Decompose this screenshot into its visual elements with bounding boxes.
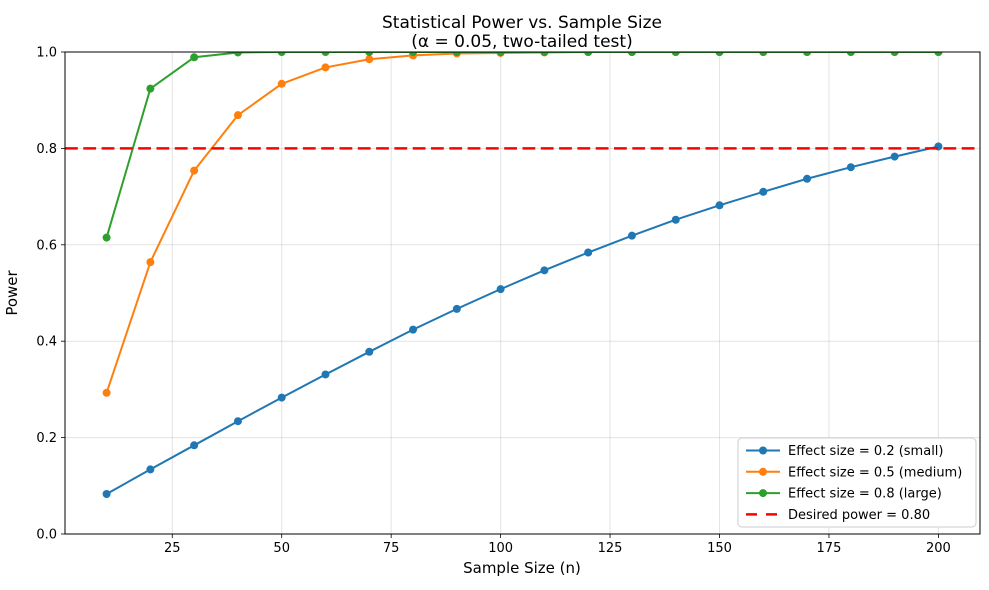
data-point-marker bbox=[321, 63, 330, 72]
x-tick-label: 50 bbox=[273, 541, 290, 556]
series-line-0 bbox=[105, 145, 940, 495]
x-tick-label: 100 bbox=[488, 541, 513, 556]
data-point-marker bbox=[803, 52, 812, 56]
x-tick-label: 150 bbox=[707, 541, 732, 556]
data-point-marker bbox=[102, 489, 111, 498]
data-point-marker bbox=[190, 53, 199, 62]
data-point-marker bbox=[409, 52, 418, 56]
y-tick-label: 0.4 bbox=[36, 335, 57, 350]
data-point-marker bbox=[584, 248, 593, 257]
data-point-marker bbox=[846, 163, 855, 172]
x-tick-label: 200 bbox=[926, 541, 951, 556]
legend-item-label: Effect size = 0.5 (medium) bbox=[788, 465, 962, 480]
data-point-marker bbox=[715, 52, 724, 56]
data-point-marker bbox=[102, 233, 111, 242]
data-point-marker bbox=[627, 231, 636, 240]
data-point-marker bbox=[671, 215, 680, 224]
data-point-marker bbox=[496, 285, 505, 294]
data-point-marker bbox=[584, 52, 593, 56]
y-tick-label: 1.0 bbox=[36, 46, 57, 61]
data-point-marker bbox=[146, 258, 155, 267]
x-axis-label: Sample Size (n) bbox=[463, 559, 581, 577]
x-tick-label: 125 bbox=[598, 541, 623, 556]
chart-title: Statistical Power vs. Sample Size bbox=[382, 13, 662, 33]
y-tick-label: 0.6 bbox=[36, 238, 57, 253]
x-tick-label: 175 bbox=[817, 541, 842, 556]
data-point-marker bbox=[846, 52, 855, 56]
legend-item-label: Effect size = 0.2 (small) bbox=[788, 444, 944, 459]
legend-marker-sample bbox=[759, 467, 767, 476]
data-point-marker bbox=[934, 52, 943, 56]
data-point-marker bbox=[233, 52, 242, 57]
data-point-marker bbox=[190, 441, 199, 450]
data-point-marker bbox=[803, 174, 812, 183]
data-point-marker bbox=[671, 52, 680, 56]
legend-item: Effect size = 0.5 (medium) bbox=[746, 465, 962, 480]
data-point-marker bbox=[365, 347, 374, 356]
data-point-marker bbox=[365, 52, 374, 56]
data-point-marker bbox=[890, 52, 899, 56]
legend-item-label: Effect size = 0.8 (large) bbox=[788, 487, 942, 502]
data-point-marker bbox=[277, 52, 286, 56]
data-point-marker bbox=[102, 388, 111, 397]
legend-item: Effect size = 0.2 (small) bbox=[746, 444, 944, 459]
data-point-marker bbox=[233, 417, 242, 426]
data-point-marker bbox=[321, 52, 330, 56]
axes-spines bbox=[64, 51, 981, 535]
legend-box bbox=[737, 437, 977, 528]
data-point-marker bbox=[190, 166, 199, 175]
legend-marker-sample bbox=[759, 446, 767, 455]
data-point-marker bbox=[146, 84, 155, 93]
chart-subtitle: (α = 0.05, two-tailed test) bbox=[411, 32, 632, 52]
legend-item: Desired power = 0.80 bbox=[746, 508, 930, 523]
data-point-marker bbox=[890, 152, 899, 161]
data-point-marker bbox=[627, 52, 636, 56]
y-tick-label: 0.2 bbox=[36, 431, 57, 446]
legend-marker-sample bbox=[759, 489, 767, 498]
legend-item-label: Desired power = 0.80 bbox=[788, 508, 930, 523]
data-point-marker bbox=[321, 370, 330, 379]
data-point-marker bbox=[540, 52, 549, 56]
y-tick-label: 0.8 bbox=[36, 142, 57, 157]
data-point-marker bbox=[715, 201, 724, 210]
y-tick-labels: 0.0 0.2 0.4 0.6 0.8 1.0 bbox=[36, 46, 57, 543]
data-point-marker bbox=[452, 52, 461, 56]
data-point-marker bbox=[759, 187, 768, 196]
data-point-marker bbox=[409, 325, 418, 334]
data-point-marker bbox=[496, 52, 505, 56]
y-axis-label: Power bbox=[3, 269, 21, 315]
legend: Effect size = 0.2 (small) Effect size = 0… bbox=[737, 437, 977, 528]
legend-item: Effect size = 0.8 (large) bbox=[746, 487, 942, 502]
x-tick-label: 25 bbox=[164, 541, 181, 556]
x-tick-label: 75 bbox=[383, 541, 400, 556]
data-point-marker bbox=[146, 465, 155, 474]
y-tick-label: 0.0 bbox=[36, 528, 57, 543]
data-point-marker bbox=[277, 79, 286, 88]
x-tick-labels: 25 50 75 100 125 150 175 200 bbox=[164, 541, 951, 556]
data-point-marker bbox=[452, 304, 461, 313]
data-point-marker bbox=[365, 55, 374, 64]
tick-marks bbox=[61, 51, 939, 538]
data-point-marker bbox=[759, 52, 768, 56]
data-point-marker bbox=[540, 266, 549, 275]
data-point-marker bbox=[233, 111, 242, 120]
data-point-marker bbox=[277, 393, 286, 402]
